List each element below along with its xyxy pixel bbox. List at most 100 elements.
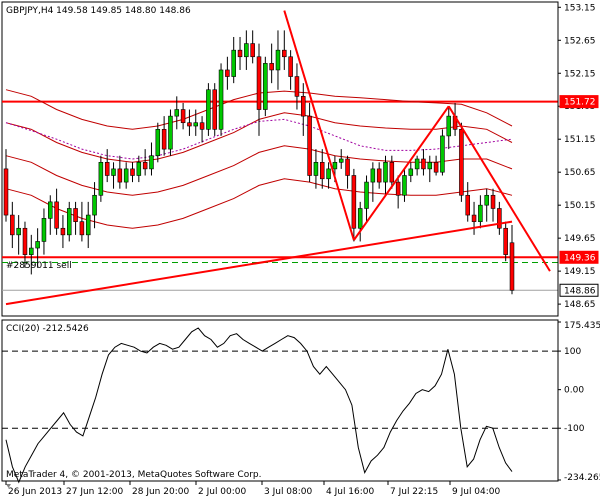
candle-body	[155, 129, 161, 157]
cci-axis-label: 175.435	[564, 321, 600, 331]
time-axis-label: 4 Jul 16:00	[326, 487, 375, 497]
main-chart-layer	[2, 10, 558, 306]
price-axis-label: 149.15	[564, 267, 596, 277]
trendline-2	[353, 105, 450, 241]
price-tag-label: 151.72	[564, 98, 596, 108]
main-chart-title: GBPJPY,H4 149.58 149.85 148.80 148.86	[6, 6, 191, 16]
candle-body	[383, 161, 388, 183]
candle-body	[269, 63, 274, 71]
cci-axis-label: 0.00	[564, 386, 584, 396]
trendline-0	[5, 220, 513, 306]
candle-body	[60, 227, 66, 236]
price-tag-label: 149.36	[564, 253, 596, 263]
price-tag-box	[559, 250, 599, 264]
candle-body	[402, 175, 407, 196]
candle-body	[459, 129, 464, 196]
price-tag-box	[559, 95, 599, 109]
candle-body	[332, 161, 338, 170]
candle-body	[345, 158, 350, 176]
candle-body	[136, 161, 142, 176]
candle-body	[427, 161, 433, 170]
indicator-title: CCI(20) -212.5426	[6, 324, 89, 334]
chart-shift-marker-icon[interactable]	[6, 484, 11, 488]
candle-body	[22, 227, 28, 255]
candle-body	[478, 204, 483, 222]
candle-body	[193, 122, 199, 127]
candle-body	[66, 208, 72, 236]
candle-body	[351, 175, 357, 229]
candle-body	[370, 168, 376, 183]
candle-body	[414, 158, 420, 170]
time-axis-label: 7 Jul 22:15	[390, 487, 438, 497]
candle-body	[395, 181, 401, 196]
candle-body	[104, 161, 110, 176]
time-axis-label: 2 Jul 00:00	[198, 487, 247, 497]
sell-order-label: #2859011 sell	[6, 261, 72, 271]
copyright-text: MetaTrader 4, © 2001-2013, MetaQuotes So…	[6, 470, 262, 480]
candle-body	[313, 161, 319, 176]
candle-body	[130, 168, 135, 176]
candle-body	[301, 96, 306, 117]
candle-body	[149, 155, 154, 170]
price-axis-label: 148.65	[564, 300, 596, 310]
candle-body	[206, 89, 211, 130]
candle-body	[142, 161, 148, 170]
candle-body	[484, 194, 489, 206]
candle-body	[199, 122, 205, 130]
candle-body	[225, 69, 230, 77]
candle-body	[237, 49, 243, 58]
time-axis-label: 3 Jul 08:00	[264, 487, 313, 497]
candle-body	[161, 129, 167, 150]
candle-body	[3, 168, 9, 216]
candle-body	[319, 161, 325, 180]
price-tag-label: 148.86	[564, 286, 596, 296]
cci-axis-label: 100	[564, 347, 581, 357]
candle-body	[307, 115, 312, 176]
price-axis-label: 150.15	[564, 201, 596, 211]
indicator-layer	[2, 327, 558, 484]
candle-body	[282, 49, 287, 58]
candle-body	[503, 227, 508, 255]
candle-body	[326, 168, 331, 180]
candle-body	[16, 227, 21, 236]
candle-body	[364, 181, 369, 209]
candle-body	[187, 122, 192, 127]
candle-body	[421, 158, 426, 170]
candle-body	[440, 135, 445, 173]
candle-body	[288, 56, 293, 77]
candle-body	[263, 63, 268, 110]
candle-body	[256, 56, 262, 110]
price-axis-label: 152.15	[564, 69, 596, 79]
price-axis-label: 153.15	[564, 3, 596, 13]
candle-body	[446, 115, 452, 137]
candle-body	[218, 69, 224, 130]
candle-body	[376, 168, 382, 183]
axes-layer: 153.15152.65152.15151.65151.15150.65150.…	[5, 2, 600, 497]
candle-body	[471, 214, 477, 222]
time-axis-label: 26 Jun 2013	[8, 487, 62, 497]
candle-body	[10, 214, 15, 236]
candle-body	[54, 201, 59, 229]
candle-body	[35, 241, 40, 249]
cci-axis-label: -100	[564, 424, 585, 434]
candle-body	[48, 201, 53, 219]
candle-body	[497, 208, 502, 229]
candle-body	[174, 109, 180, 117]
price-axis-label: 151.15	[564, 135, 596, 145]
candle-body	[490, 194, 496, 209]
candle-body	[168, 115, 173, 150]
candle-body	[509, 242, 515, 291]
candle-body	[79, 221, 85, 236]
candle-body	[338, 158, 344, 163]
candle-body	[212, 89, 217, 130]
candle-body	[231, 49, 236, 77]
candle-body	[111, 168, 116, 176]
candle-body	[41, 218, 47, 242]
trendline-3	[447, 105, 551, 272]
trendline-1	[283, 10, 355, 241]
cci-line	[5, 327, 513, 484]
candle-body	[389, 161, 395, 183]
candle-body	[123, 168, 129, 183]
